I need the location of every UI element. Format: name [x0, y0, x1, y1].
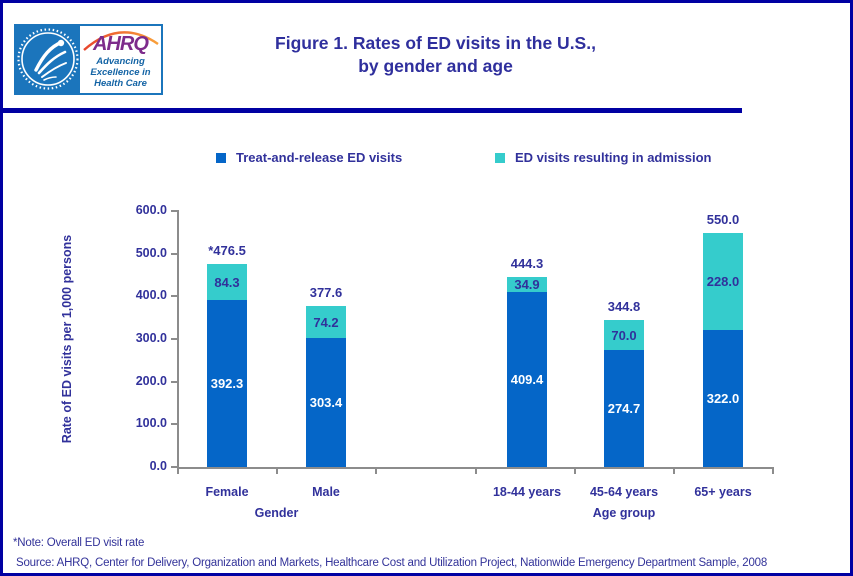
bar-total-label: 550.0 [706, 212, 740, 227]
tagline-line-2: Excellence in [90, 67, 151, 78]
x-tick-mark [276, 467, 279, 474]
y-axis-line [177, 210, 179, 468]
bar-value-label: 274.7 [607, 401, 641, 416]
bar-value-label: 303.4 [309, 395, 343, 410]
tagline-line-3: Health Care [94, 78, 147, 89]
bar-value-label: 322.0 [706, 391, 740, 406]
y-tick-label: 500.0 [135, 245, 167, 260]
tagline-line-1: Advancing [96, 56, 145, 67]
legend-swatch-admission [495, 153, 505, 163]
x-category-label: 45-64 years [589, 485, 659, 499]
hhs-seal-icon [16, 26, 80, 93]
legend-swatch-treat-release [216, 153, 226, 163]
stacked-bar-chart: Rate of ED visits per 1,000 persons 600.… [3, 3, 850, 573]
x-tick-mark [573, 467, 576, 474]
bar-segment-admission: 84.3 [207, 264, 247, 300]
y-tick-mark [171, 338, 177, 340]
bar-value-label: 228.0 [706, 274, 740, 289]
ahrq-tagline: Advancing Excellence in Health Care [80, 56, 161, 89]
bar-segment-treat-release: 392.3 [207, 300, 247, 467]
x-tick-mark [474, 467, 477, 474]
bar-segment-treat-release: 322.0 [703, 330, 743, 467]
y-tick-label: 0.0 [149, 459, 167, 473]
y-tick-label: 300.0 [135, 331, 167, 345]
source-note: Source: AHRQ, Center for Delivery, Organ… [16, 557, 768, 569]
legend-label: ED visits resulting in admission [515, 150, 712, 165]
x-category-label: Male [312, 485, 340, 499]
bar-total-label: 444.3 [510, 256, 544, 271]
bar-segment-admission: 228.0 [703, 233, 743, 330]
bar-total-label: 377.6 [309, 285, 343, 300]
bar-value-label: 392.3 [210, 376, 244, 391]
figure-title: Figure 1. Rates of ED visits in the U.S.… [143, 32, 728, 78]
y-tick-mark [171, 466, 177, 468]
x-tick-mark [177, 467, 179, 474]
figure-title-line1: Figure 1. Rates of ED visits in the U.S.… [275, 33, 596, 53]
ahrq-swoosh-icon [83, 31, 159, 51]
bar-value-label: 34.9 [514, 277, 540, 292]
y-tick-label: 400.0 [135, 288, 167, 303]
ahrq-wordmark: AHRQ [93, 33, 149, 55]
bar-value-label: 409.4 [510, 372, 544, 387]
bar-segment-treat-release: 409.4 [507, 292, 547, 467]
bar-segment-treat-release: 303.4 [306, 338, 346, 467]
x-tick-mark [672, 467, 675, 474]
bar-total-label: *476.5 [208, 243, 246, 258]
x-tick-mark [375, 467, 378, 474]
y-tick-mark [171, 210, 177, 212]
bar-segment-treat-release: 274.7 [604, 350, 644, 467]
bar-segment-admission: 70.0 [604, 320, 644, 350]
y-tick-label: 100.0 [135, 416, 167, 431]
y-tick-label: 200.0 [135, 373, 167, 388]
y-tick-mark [171, 380, 177, 383]
bar-value-label: 70.0 [611, 327, 637, 343]
figure-title-line2: by gender and age [358, 56, 513, 76]
y-tick-label: 600.0 [135, 203, 167, 217]
ahrq-logo-panel: AHRQ Advancing Excellence in Health Care [80, 26, 161, 93]
header-divider [3, 108, 742, 113]
legend-label: Treat-and-release ED visits [236, 150, 403, 165]
bar-total-label: 344.8 [607, 299, 641, 314]
bar-segment-admission: 34.9 [507, 277, 547, 292]
x-category-label: 18-44 years [492, 485, 562, 499]
y-axis-title: Rate of ED visits per 1,000 persons [60, 234, 74, 444]
x-tick-mark [772, 467, 774, 474]
bar-value-label: 74.2 [313, 314, 339, 330]
bar-value-label: 84.3 [214, 274, 240, 290]
x-category-label: Female [205, 485, 249, 499]
y-tick-mark [171, 252, 177, 255]
footnote: *Note: Overall ED visit rate [13, 537, 145, 549]
bar-segment-admission: 74.2 [306, 306, 346, 338]
y-tick-mark [171, 295, 177, 298]
ahrq-logo: AHRQ Advancing Excellence in Health Care [14, 24, 163, 95]
x-group-label: Age group [592, 506, 656, 520]
y-tick-mark [171, 423, 177, 426]
x-group-label: Gender [254, 506, 299, 520]
x-category-label: 65+ years [694, 485, 752, 499]
